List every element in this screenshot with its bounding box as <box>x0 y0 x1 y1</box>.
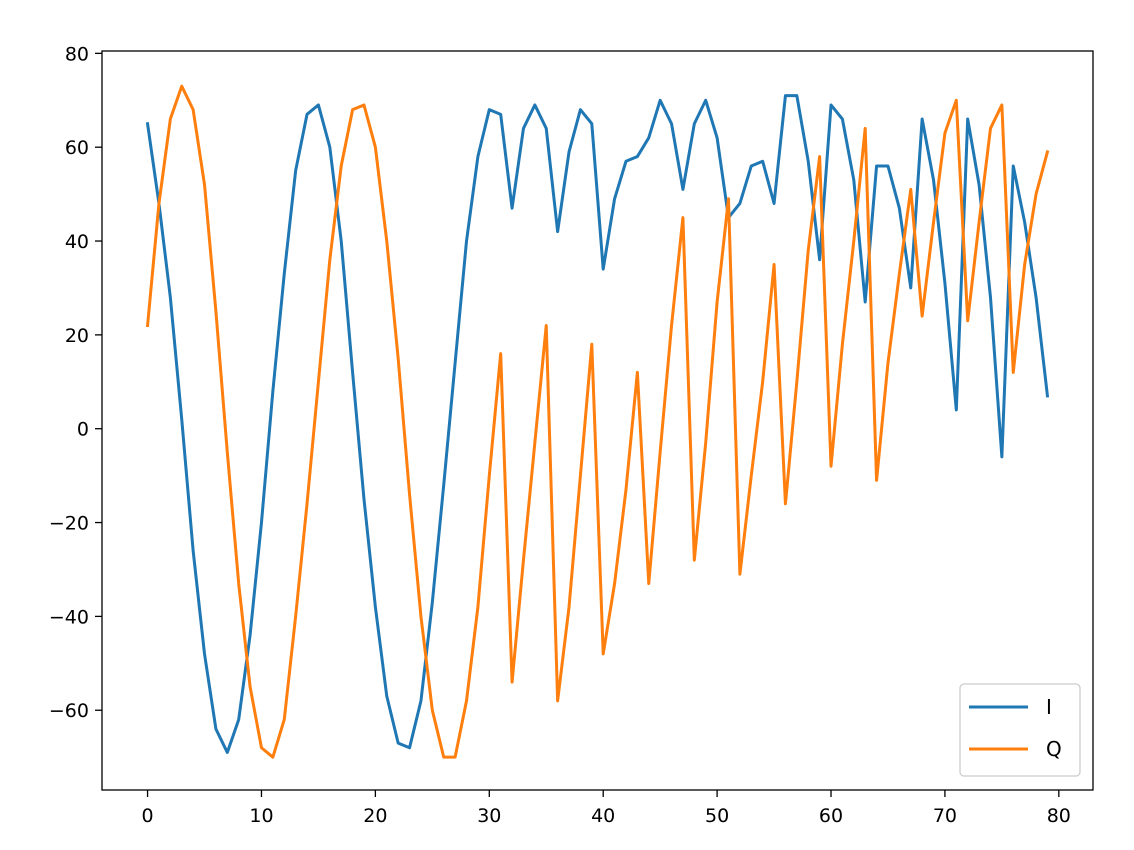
series-line-q <box>145 84 1050 759</box>
series-line-i <box>145 94 1050 754</box>
y-tick-label: 60 <box>65 137 89 159</box>
y-tick-label: −60 <box>49 700 89 722</box>
x-tick-label: 60 <box>819 805 843 827</box>
x-tick-label: 40 <box>591 805 615 827</box>
plot-area <box>145 84 1050 759</box>
x-tick-label: 10 <box>249 805 273 827</box>
x-tick-label: 0 <box>142 805 154 827</box>
x-tick-label: 20 <box>363 805 387 827</box>
y-axis: 80 60 40 20 0 −20 −40 −60 <box>49 43 102 722</box>
y-tick-label: 20 <box>65 325 89 347</box>
x-tick-label: 50 <box>705 805 729 827</box>
series-group <box>145 84 1050 759</box>
legend: IQ <box>959 683 1081 777</box>
y-tick-label: 80 <box>65 43 89 65</box>
legend-label-i: I <box>1046 695 1052 719</box>
y-tick-label: −20 <box>49 513 89 535</box>
legend-box <box>959 683 1081 777</box>
y-tick-label: 40 <box>65 231 89 253</box>
x-tick-label: 70 <box>933 805 957 827</box>
axes-frame <box>101 50 1094 791</box>
x-tick-label: 30 <box>477 805 501 827</box>
legend-label-q: Q <box>1046 737 1062 761</box>
y-tick-label: −40 <box>49 606 89 628</box>
x-tick-label: 80 <box>1047 805 1071 827</box>
y-tick-label: 0 <box>77 419 89 441</box>
x-axis: 0 10 20 30 40 50 60 70 80 <box>142 790 1071 827</box>
